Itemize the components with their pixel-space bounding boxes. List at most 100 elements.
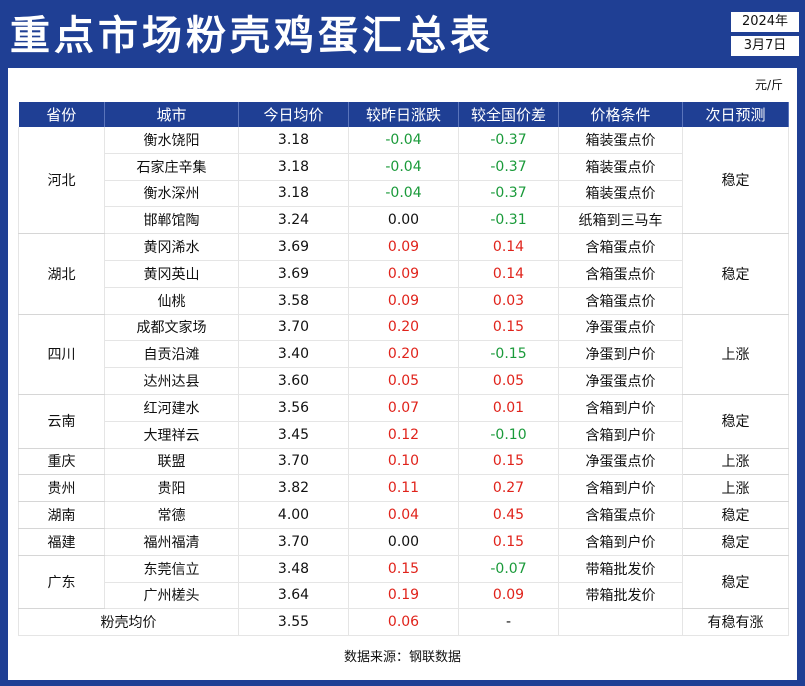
condition-cell: 含箱蛋点价 — [558, 260, 683, 288]
diff-cell: 0.01 — [458, 394, 559, 422]
diff-cell: 0.14 — [458, 260, 559, 288]
city-cell: 达州达县 — [104, 367, 239, 395]
city-cell: 黄冈英山 — [104, 260, 239, 288]
city-cell: 黄冈浠水 — [104, 233, 239, 261]
city-cell: 成都文家场 — [104, 314, 239, 342]
condition-cell: 含箱蛋点价 — [558, 287, 683, 315]
condition-cell: 含箱蛋点价 — [558, 501, 683, 529]
province-cell: 贵州 — [18, 474, 105, 503]
summary-change: 0.06 — [348, 608, 459, 637]
city-cell: 衡水深州 — [104, 180, 239, 208]
forecast-cell: 稳定 — [682, 501, 789, 529]
price-cell: 3.69 — [238, 233, 349, 261]
condition-cell: 含箱到户价 — [558, 474, 683, 503]
condition-cell: 净蛋蛋点价 — [558, 448, 683, 476]
table-row: 湖北 黄冈浠水 3.69 0.09 0.14 含箱蛋点价 稳定 — [18, 233, 789, 315]
price-cell: 3.69 — [238, 260, 349, 288]
province-cell: 福建 — [18, 528, 105, 556]
header-condition: 价格条件 — [558, 102, 683, 127]
province-cell: 四川 — [18, 314, 105, 395]
change-cell: 0.19 — [348, 582, 459, 610]
data-source: 数据来源：钢联数据 — [343, 650, 461, 665]
summary-forecast: 有稳有涨 — [682, 608, 789, 637]
report-title: 重点市场粉壳鸡蛋汇总表 — [10, 13, 494, 59]
diff-cell: -0.10 — [458, 421, 559, 449]
price-cell: 3.64 — [238, 582, 349, 610]
table-row: 贵州 贵阳 3.82 0.11 0.27 含箱到户价 上涨 — [18, 474, 789, 503]
change-cell: 0.15 — [348, 555, 459, 583]
header-forecast: 次日预测 — [682, 102, 789, 127]
diff-cell: -0.31 — [458, 206, 559, 235]
table-row: 大理祥云 3.45 0.12 -0.10 含箱到户价 — [19, 421, 789, 449]
condition-cell: 含箱到户价 — [558, 528, 683, 556]
change-cell: 0.10 — [348, 448, 459, 476]
diff-cell: -0.15 — [458, 340, 559, 369]
city-cell: 邯郸馆陶 — [104, 206, 239, 235]
condition-cell: 带箱批发价 — [558, 582, 683, 610]
condition-cell: 净蛋到户价 — [558, 340, 683, 369]
condition-cell: 含箱到户价 — [558, 394, 683, 422]
table-row: 河北 衡水饶阳 3.18 -0.04 -0.37 箱装蛋点价 稳定 — [18, 127, 789, 235]
city-cell: 仙桃 — [104, 287, 239, 315]
date-day: 3月7日 — [731, 36, 799, 56]
table-row: 广州槎头 3.64 0.19 0.09 带箱批发价 — [19, 582, 789, 610]
change-cell: 0.09 — [348, 233, 459, 261]
forecast-cell: 上涨 — [682, 474, 789, 503]
diff-cell: -0.37 — [458, 180, 559, 208]
condition-cell: 箱装蛋点价 — [558, 127, 683, 154]
price-cell: 3.18 — [238, 180, 349, 208]
city-cell: 广州槎头 — [104, 582, 239, 610]
price-cell: 4.00 — [238, 501, 349, 529]
condition-cell: 箱装蛋点价 — [558, 153, 683, 181]
price-cell: 3.70 — [238, 528, 349, 556]
summary-price: 3.55 — [238, 608, 349, 637]
diff-cell: 0.14 — [458, 233, 559, 261]
table-row: 湖南 常德 4.00 0.04 0.45 含箱蛋点价 稳定 — [18, 501, 789, 529]
change-cell: -0.04 — [348, 180, 459, 208]
date-box: 2024年 3月7日 — [731, 12, 799, 60]
city-cell: 福州福清 — [104, 528, 239, 556]
city-cell: 衡水饶阳 — [104, 127, 239, 154]
diff-cell: 0.15 — [458, 314, 559, 342]
change-cell: 0.05 — [348, 367, 459, 395]
forecast-cell: 稳定 — [682, 233, 789, 315]
table-row: 邯郸馆陶 3.24 0.00 -0.31 纸箱到三马车 — [19, 206, 789, 235]
table-row: 广东 东莞信立 3.48 0.15 -0.07 带箱批发价 稳定 — [18, 555, 789, 610]
table-row: 仙桃 3.58 0.09 0.03 含箱蛋点价 — [19, 287, 789, 315]
summary-label: 粉壳均价 — [18, 608, 239, 637]
condition-cell: 带箱批发价 — [558, 555, 683, 583]
province-cell: 广东 — [18, 555, 105, 610]
price-cell: 3.58 — [238, 287, 349, 315]
table-row: 云南 红河建水 3.56 0.07 0.01 含箱到户价 稳定 — [18, 394, 789, 449]
table-row: 重庆 联盟 3.70 0.10 0.15 净蛋蛋点价 上涨 — [18, 448, 789, 476]
city-cell: 常德 — [104, 501, 239, 529]
table-body: 河北 衡水饶阳 3.18 -0.04 -0.37 箱装蛋点价 稳定 石家庄辛集 3.18 -0.0… — [18, 127, 789, 637]
city-cell: 自贡沿滩 — [104, 340, 239, 369]
diff-cell: 0.05 — [458, 367, 559, 395]
condition-cell: 箱装蛋点价 — [558, 180, 683, 208]
price-cell: 3.70 — [238, 448, 349, 476]
forecast-cell: 稳定 — [682, 555, 789, 610]
table-header-row: 省份 城市 今日均价 较昨日涨跌 较全国价差 价格条件 次日预测 — [18, 102, 789, 127]
condition-cell: 净蛋蛋点价 — [558, 314, 683, 342]
price-cell: 3.24 — [238, 206, 349, 235]
unit-label: 元/斤 — [754, 78, 783, 92]
condition-cell: 净蛋蛋点价 — [558, 367, 683, 395]
diff-cell: 0.15 — [458, 448, 559, 476]
diff-cell: 0.15 — [458, 528, 559, 556]
table-row: 四川 成都文家场 3.70 0.20 0.15 净蛋蛋点价 上涨 — [18, 314, 789, 395]
price-cell: 3.45 — [238, 421, 349, 449]
city-cell: 东莞信立 — [104, 555, 239, 583]
diff-cell: 0.27 — [458, 474, 559, 503]
diff-cell: 0.09 — [458, 582, 559, 610]
table-row: 衡水深州 3.18 -0.04 -0.37 箱装蛋点价 — [19, 180, 789, 208]
city-cell: 大理祥云 — [104, 421, 239, 449]
header-province: 省份 — [18, 102, 105, 127]
condition-cell: 含箱蛋点价 — [558, 233, 683, 261]
change-cell: 0.11 — [348, 474, 459, 503]
forecast-cell: 上涨 — [682, 448, 789, 476]
forecast-cell: 稳定 — [682, 394, 789, 449]
change-cell: 0.00 — [348, 206, 459, 235]
table-row: 石家庄辛集 3.18 -0.04 -0.37 箱装蛋点价 — [19, 153, 789, 181]
